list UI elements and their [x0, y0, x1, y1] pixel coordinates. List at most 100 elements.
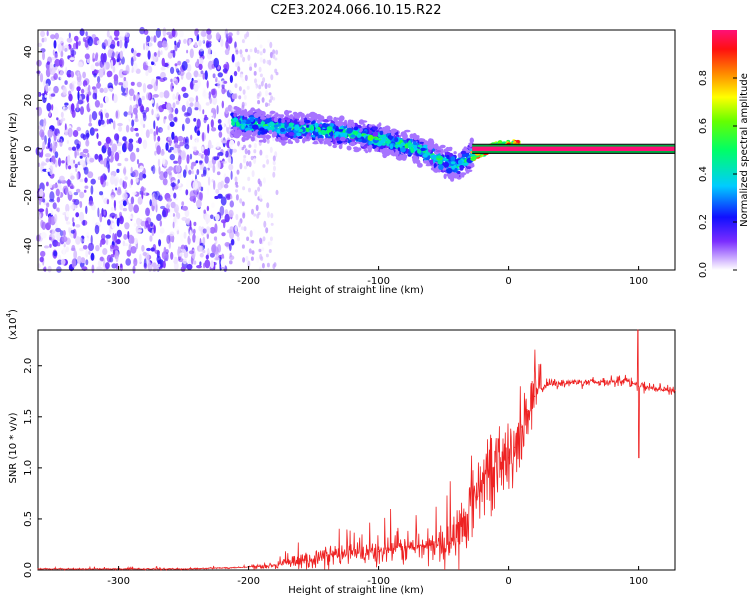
- spectrogram-cell: [253, 62, 257, 68]
- spectrogram-cell: [206, 42, 212, 48]
- spectrogram-cell: [61, 236, 68, 243]
- spectrogram-cell: [77, 71, 80, 78]
- spectrogram-cell: [149, 235, 153, 242]
- spectrogram-cell: [179, 141, 185, 147]
- spectrogram-cell: [71, 146, 77, 151]
- spectrogram-cell: [170, 182, 176, 188]
- spectrogram-cell: [197, 130, 201, 136]
- spectrogram-cell: [42, 141, 46, 150]
- spectrogram-cell: [305, 113, 310, 119]
- spectrogram-cell: [324, 123, 330, 127]
- spectrogram-cell: [140, 204, 145, 215]
- spectrogram-cell: [72, 130, 79, 137]
- spectrogram-cell: [201, 146, 204, 152]
- spectrogram-cell: [179, 252, 184, 257]
- spectrogram-cell: [248, 161, 252, 168]
- spectrogram-cell: [257, 110, 263, 114]
- spectrogram-cell: [313, 132, 318, 136]
- spectrogram-cell: [326, 115, 333, 121]
- spectrogram-cell: [119, 178, 123, 186]
- spectrogram-cell: [245, 48, 248, 53]
- spectrogram-cell: [75, 236, 81, 245]
- spectrogram-cell: [96, 132, 99, 139]
- spectrogram-cell: [122, 181, 128, 190]
- spectrogram-cell: [83, 237, 90, 245]
- spectrogram-cell: [293, 112, 300, 119]
- spectrogram-cell: [253, 142, 257, 149]
- spectrogram-cell: [133, 223, 137, 227]
- spectrogram-cell: [251, 240, 255, 244]
- spectrogram-cell: [209, 226, 216, 234]
- spectrogram-cell: [157, 99, 162, 106]
- spectrogram-cell: [135, 177, 139, 183]
- spectrogram-cell: [245, 255, 249, 262]
- spectrogram-cell: [225, 33, 229, 42]
- spectrogram-cell: [49, 165, 54, 176]
- spectrogram-cell: [68, 227, 71, 233]
- snr-point: [625, 379, 627, 381]
- spectrogram-cell: [420, 147, 426, 152]
- spectrogram-cell: [172, 213, 175, 217]
- spectrogram-cell: [82, 245, 88, 250]
- spectrogram-cell: [404, 129, 411, 133]
- spectrogram-cell: [89, 127, 95, 136]
- spectrogram-cell: [175, 164, 181, 173]
- spectrogram-cell: [170, 66, 175, 74]
- spectrogram-cell: [254, 189, 258, 197]
- spectrogram-cell: [430, 154, 438, 159]
- spectrogram-cell: [103, 210, 106, 216]
- spectrogram-cell: [155, 108, 160, 118]
- spectrogram-cell: [142, 113, 147, 122]
- spectrogram-cell: [224, 242, 231, 247]
- spectrogram-cell: [259, 73, 263, 78]
- spectrogram-cell: [103, 174, 108, 181]
- spectrogram-cell: [181, 86, 187, 92]
- spectrogram-cell: [266, 202, 270, 209]
- spectrogram-cell: [237, 236, 240, 242]
- spectrogram-cell: [210, 144, 214, 149]
- spectrogram-cell: [59, 59, 63, 65]
- spectrogram-cell: [260, 256, 264, 261]
- spectrogram-cell: [244, 119, 252, 125]
- spectrogram-cell: [450, 156, 456, 162]
- spectrogram-cell: [219, 205, 225, 216]
- spectrogram-cell: [202, 109, 205, 115]
- spectrogram-cell: [389, 143, 394, 150]
- spectrogram-cell: [156, 145, 161, 155]
- spectrogram-cell: [288, 122, 294, 127]
- spectrogram-cell: [192, 80, 195, 84]
- spectrogram-cell: [124, 40, 128, 49]
- spectrogram-cell: [210, 119, 214, 128]
- spectrogram-cell: [77, 61, 84, 68]
- spectrogram-cell: [340, 132, 346, 138]
- spectrogram-cell: [107, 38, 110, 49]
- spectrogram-x-ticks: -300 -200 -100 0 100: [107, 266, 648, 287]
- spectrogram-cell: [320, 130, 327, 135]
- spectrogram-cell: [68, 32, 71, 39]
- spectrogram-cell: [116, 40, 120, 47]
- spectrogram-cell: [299, 121, 305, 125]
- spectrogram-cell: [153, 120, 156, 130]
- spectrogram-cell: [228, 163, 234, 171]
- spectrogram-cell: [272, 160, 276, 166]
- spectrogram-cell: [56, 117, 59, 121]
- spectrogram-cell: [174, 225, 180, 231]
- spectrogram-cell: [39, 188, 44, 198]
- spectrogram-cell: [269, 240, 273, 246]
- spectrogram-cell: [52, 202, 57, 210]
- spectrogram-cell: [115, 255, 119, 263]
- spectrogram-cell: [53, 213, 58, 223]
- spectrogram-cell: [113, 93, 118, 104]
- spectrogram-cell: [266, 262, 270, 268]
- spectrogram-cell: [130, 246, 137, 254]
- spectrogram-cell: [261, 262, 265, 269]
- spectrogram-cell: [210, 260, 215, 269]
- spectrogram-cell: [125, 31, 130, 38]
- spectrogram-cell: [40, 219, 44, 229]
- spectrogram-cell: [185, 72, 192, 80]
- spectrogram-cell: [357, 147, 362, 151]
- spectrogram-cell: [62, 86, 67, 96]
- spectrogram-cell: [211, 88, 218, 99]
- spectrogram-cell: [221, 100, 224, 109]
- spectrogram-cell: [52, 49, 55, 56]
